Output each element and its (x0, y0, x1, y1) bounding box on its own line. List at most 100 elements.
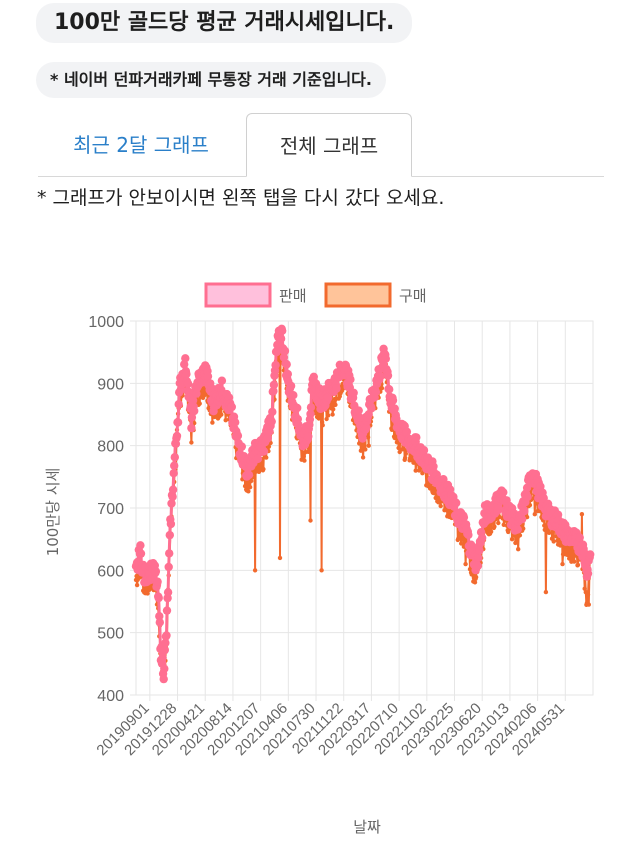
data-point-buy (392, 435, 397, 441)
data-point-sell (136, 541, 145, 550)
data-point-sell (188, 396, 198, 405)
data-point-buy (514, 539, 519, 545)
data-point-buy (488, 529, 494, 534)
data-point-sell (346, 375, 355, 384)
data-point-buy (302, 458, 307, 463)
data-point-sell (154, 593, 163, 603)
data-point-sell (283, 369, 292, 379)
data-point-sell (575, 533, 584, 542)
data-point-sell (349, 388, 358, 397)
y-tick-label: 1000 (88, 314, 124, 331)
data-point-sell (324, 393, 333, 403)
data-point-sell (173, 418, 183, 427)
data-point-sell (159, 674, 168, 684)
data-point-sell (203, 372, 213, 381)
data-point-buy (331, 407, 336, 412)
data-point-sell (276, 334, 286, 343)
data-point-buy (570, 555, 576, 560)
data-point-buy (333, 402, 338, 407)
data-point-buy (542, 527, 547, 532)
data-point-sell (172, 431, 182, 441)
data-point-buy (363, 447, 368, 452)
data-point-sell (383, 371, 393, 380)
data-point-sell (269, 380, 279, 390)
data-point-sell (253, 454, 263, 464)
data-point-buy (444, 507, 449, 513)
data-point-buy (223, 418, 228, 423)
data-point-buy (579, 512, 585, 517)
data-point-buy (400, 447, 405, 452)
data-point-buy (565, 552, 570, 558)
data-point-sell (227, 402, 236, 412)
data-point-buy (472, 580, 478, 585)
data-point-buy (492, 524, 497, 529)
data-point-sell (390, 404, 399, 413)
data-point-sell (170, 461, 179, 470)
data-point-sell (282, 360, 291, 369)
data-point-sell (244, 470, 254, 480)
data-point-sell (586, 550, 595, 559)
data-point-buy (496, 520, 501, 526)
data-point-buy (413, 468, 418, 473)
data-point-sell (388, 396, 398, 405)
data-point-sell (169, 469, 178, 478)
data-point-sell (517, 515, 527, 524)
data-point-sell (155, 618, 164, 627)
data-point-sell (306, 409, 315, 419)
legend-swatch-sell[interactable] (204, 282, 272, 308)
data-point-buy (460, 537, 465, 542)
data-point-buy (420, 471, 425, 476)
tab-all-graph[interactable]: 전체 그래프 (246, 113, 412, 177)
data-point-buy (521, 526, 526, 531)
data-point-sell (499, 488, 508, 497)
data-point-sell (520, 507, 529, 516)
plot-area (131, 324, 595, 684)
tab-bar: 최근 2달 그래프 전체 그래프 (38, 113, 604, 177)
data-point-sell (170, 453, 179, 462)
data-point-buy (509, 537, 515, 542)
data-point-sell (161, 638, 170, 648)
y-tick-label: 500 (97, 626, 124, 643)
data-point-buy (396, 445, 401, 451)
data-point-sell (158, 653, 167, 662)
data-point-sell (160, 664, 169, 673)
data-point-sell (474, 553, 483, 562)
data-point-buy (366, 443, 371, 448)
data-point-sell (168, 492, 177, 501)
data-point-sell (233, 431, 243, 440)
data-point-buy (586, 602, 591, 607)
data-point-sell (583, 569, 593, 578)
data-point-buy (134, 582, 140, 588)
data-point-sell (376, 372, 385, 381)
data-point-sell (478, 533, 487, 543)
data-point-sell (332, 384, 341, 393)
data-point-sell (412, 433, 421, 442)
data-point-buy (501, 522, 506, 527)
data-point-buy (252, 568, 258, 573)
data-point-buy (324, 416, 329, 422)
data-point-buy (560, 561, 565, 567)
data-point-buy (532, 512, 537, 517)
data-point-buy (360, 455, 366, 460)
data-point-buy (551, 539, 556, 544)
data-point-buy (219, 412, 224, 417)
data-point-sell (190, 406, 199, 416)
tab-recent-2-months[interactable]: 최근 2달 그래프 (73, 133, 209, 157)
legend-swatch-buy[interactable] (324, 282, 392, 308)
data-point-buy (261, 466, 266, 472)
data-point-sell (187, 423, 196, 433)
data-point-sell (237, 442, 246, 451)
data-point-sell (183, 379, 193, 388)
x-axis: 2019090120191228202004212020081420201207… (93, 700, 568, 759)
legend-label-sell: 판매 (279, 287, 307, 305)
data-point-buy (210, 420, 215, 425)
data-point-buy (517, 533, 523, 538)
data-point-sell (278, 326, 287, 335)
data-point-sell (155, 612, 164, 621)
data-point-sell (355, 413, 364, 422)
data-point-buy (301, 454, 306, 459)
data-point-sell (523, 492, 532, 502)
data-point-sell (167, 499, 176, 508)
data-point-sell (280, 346, 290, 356)
data-point-sell (539, 493, 548, 503)
